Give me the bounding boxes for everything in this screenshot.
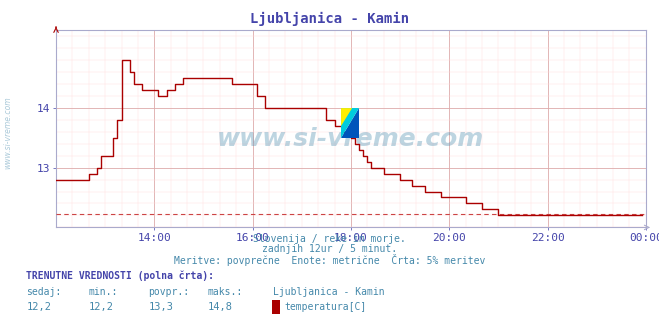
Text: zadnjih 12ur / 5 minut.: zadnjih 12ur / 5 minut. [262, 244, 397, 254]
Text: 14,8: 14,8 [208, 302, 233, 312]
Text: 12,2: 12,2 [89, 302, 114, 312]
Text: povpr.:: povpr.: [148, 287, 189, 297]
Text: Ljubljanica - Kamin: Ljubljanica - Kamin [273, 287, 385, 297]
Polygon shape [341, 108, 360, 138]
Text: temperatura[C]: temperatura[C] [285, 302, 367, 312]
Text: Meritve: povprečne  Enote: metrične  Črta: 5% meritev: Meritve: povprečne Enote: metrične Črta:… [174, 254, 485, 266]
Text: maks.:: maks.: [208, 287, 243, 297]
Text: 12,2: 12,2 [26, 302, 51, 312]
Text: www.si-vreme.com: www.si-vreme.com [217, 126, 484, 150]
Text: Slovenija / reke in morje.: Slovenija / reke in morje. [253, 234, 406, 244]
Text: min.:: min.: [89, 287, 119, 297]
Polygon shape [341, 108, 360, 138]
Text: 13,3: 13,3 [148, 302, 173, 312]
Text: www.si-vreme.com: www.si-vreme.com [3, 97, 13, 169]
Polygon shape [341, 108, 352, 126]
Text: Ljubljanica - Kamin: Ljubljanica - Kamin [250, 12, 409, 26]
Text: TRENUTNE VREDNOSTI (polna črta):: TRENUTNE VREDNOSTI (polna črta): [26, 271, 214, 281]
Text: sedaj:: sedaj: [26, 287, 61, 297]
